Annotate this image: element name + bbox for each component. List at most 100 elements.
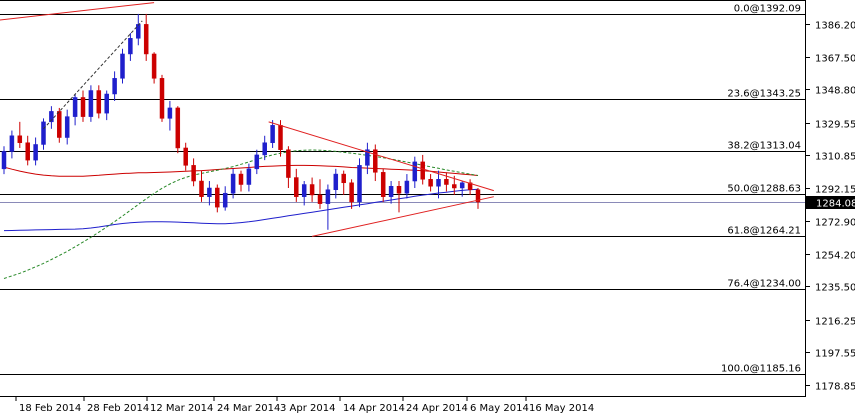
- fib-label: 100.0@1185.16: [721, 364, 801, 375]
- candle-body: [365, 149, 370, 166]
- candle-body: [373, 149, 378, 173]
- y-axis-ticks: 1386.20 1367.50 1348.80 1329.55 1310.85 1292.…: [805, 21, 855, 393]
- candle-body: [246, 168, 252, 185]
- candle-body: [17, 135, 23, 143]
- y-tick-label: 1272.90: [815, 218, 855, 229]
- fib-label: 76.4@1234.00: [727, 279, 801, 290]
- candle-body: [88, 90, 94, 117]
- y-tick-label: 1367.50: [815, 54, 855, 65]
- fib-label: 50.0@1288.63: [727, 184, 801, 195]
- current-price-tag: 1284.08: [806, 196, 855, 210]
- x-tick-label: 3 Apr 2014: [280, 403, 335, 414]
- candle-body: [1, 151, 7, 170]
- candle-body: [404, 180, 410, 194]
- y-tick-label: 1197.55: [815, 349, 855, 360]
- x-tick-label: 14 Apr 2014: [343, 403, 405, 414]
- candle-body: [222, 192, 228, 208]
- candle-body: [270, 125, 275, 143]
- x-axis-ticks: 18 Feb 2014 28 Feb 2014 12 Mar 2014 24 Mar …: [15, 396, 594, 414]
- candle-body: [254, 154, 260, 170]
- candle-body: [9, 135, 15, 152]
- candle-body: [199, 180, 204, 197]
- fibonacci-levels: [0, 14, 805, 375]
- candle-body: [183, 147, 188, 166]
- candle-body: [49, 111, 54, 123]
- candle-body: [309, 184, 315, 196]
- candle-body: [412, 161, 418, 182]
- x-tick-label: 6 May 2014: [470, 403, 529, 414]
- candle-body: [64, 116, 70, 138]
- candle-body: [191, 165, 196, 182]
- candle-body: [278, 125, 283, 150]
- y-tick-label: 1254.20: [815, 251, 855, 262]
- candle-body: [57, 111, 62, 138]
- candle-body: [128, 38, 133, 55]
- candle-body: [317, 194, 323, 204]
- candle-body: [159, 78, 165, 119]
- candle-body: [349, 182, 354, 203]
- y-tick-label: 1386.20: [815, 21, 855, 32]
- candle-body: [80, 97, 86, 117]
- candle-body: [112, 78, 117, 95]
- candle-body: [25, 142, 30, 161]
- candles: [1, 13, 481, 230]
- candle-body: [151, 53, 157, 79]
- candle-body: [143, 24, 149, 55]
- candle-body: [388, 186, 394, 197]
- x-tick-label: 16 May 2014: [529, 403, 594, 414]
- y-tick-label: 1310.85: [815, 152, 855, 163]
- y-tick-label: 1329.55: [815, 120, 855, 131]
- candle-body: [294, 177, 299, 197]
- candle-body: [357, 165, 362, 203]
- fib-label: 38.2@1313.04: [727, 141, 801, 152]
- y-tick-label: 1235.50: [815, 283, 855, 294]
- candle-body: [467, 182, 473, 190]
- trendline: [311, 196, 494, 237]
- trendline: [268, 121, 494, 192]
- candle-body: [380, 172, 386, 197]
- candle-body: [175, 107, 181, 149]
- candle-body: [33, 144, 38, 161]
- candle-body: [230, 173, 236, 194]
- moving-average-line: [3, 164, 479, 177]
- candle-body: [341, 173, 346, 184]
- y-tick-label: 1348.80: [815, 86, 855, 97]
- moving-average-line: [3, 149, 479, 279]
- candle-body: [72, 97, 78, 117]
- candle-body: [286, 149, 291, 178]
- x-tick-label: 12 Mar 2014: [150, 403, 213, 414]
- fib-label: 23.6@1343.25: [727, 89, 801, 100]
- candle-body: [459, 182, 465, 189]
- candle-body: [96, 90, 102, 114]
- current-price-tag-label: 1284.08: [816, 199, 855, 210]
- trendline: [43, 20, 143, 130]
- candle-body: [420, 161, 425, 180]
- y-tick-label: 1292.15: [815, 185, 855, 196]
- candle-body: [396, 186, 402, 194]
- candle-body: [325, 189, 331, 204]
- trendline: [0, 2, 155, 21]
- trendlines: [0, 2, 494, 237]
- candle-body: [262, 142, 267, 156]
- candle-body: [333, 173, 339, 190]
- x-tick-label: 18 Feb 2014: [19, 403, 81, 414]
- candle-body: [215, 187, 220, 208]
- candle-body: [120, 53, 125, 79]
- candle-body: [301, 184, 307, 197]
- candle-body: [428, 179, 433, 187]
- y-tick-label: 1216.25: [815, 317, 855, 328]
- current-price-tag-bg: [806, 196, 855, 209]
- candle-body: [475, 189, 481, 203]
- candle-body: [444, 179, 449, 185]
- candle-body: [452, 184, 457, 189]
- candle-body: [104, 93, 109, 114]
- x-tick-label: 24 Mar 2014: [217, 403, 280, 414]
- candle-body: [238, 173, 244, 185]
- fib-label: 0.0@1392.09: [734, 4, 801, 15]
- candle-body: [167, 107, 173, 119]
- x-tick-label: 28 Feb 2014: [87, 403, 149, 414]
- fibonacci-labels: 0.0@1392.09 23.6@1343.25 38.2@1313.04 50.0@…: [721, 4, 801, 375]
